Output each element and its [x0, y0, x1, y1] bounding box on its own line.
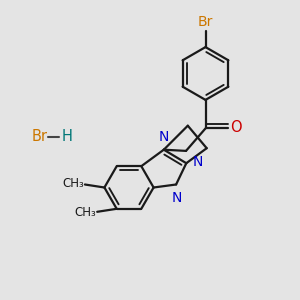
Text: H: H: [61, 129, 72, 144]
Text: N: N: [172, 190, 182, 205]
Text: CH₃: CH₃: [62, 177, 84, 190]
Text: CH₃: CH₃: [74, 206, 96, 219]
Text: O: O: [230, 120, 242, 135]
Text: N: N: [192, 155, 203, 169]
Text: Br: Br: [32, 129, 47, 144]
Text: Br: Br: [198, 15, 213, 29]
Text: N: N: [159, 130, 169, 144]
